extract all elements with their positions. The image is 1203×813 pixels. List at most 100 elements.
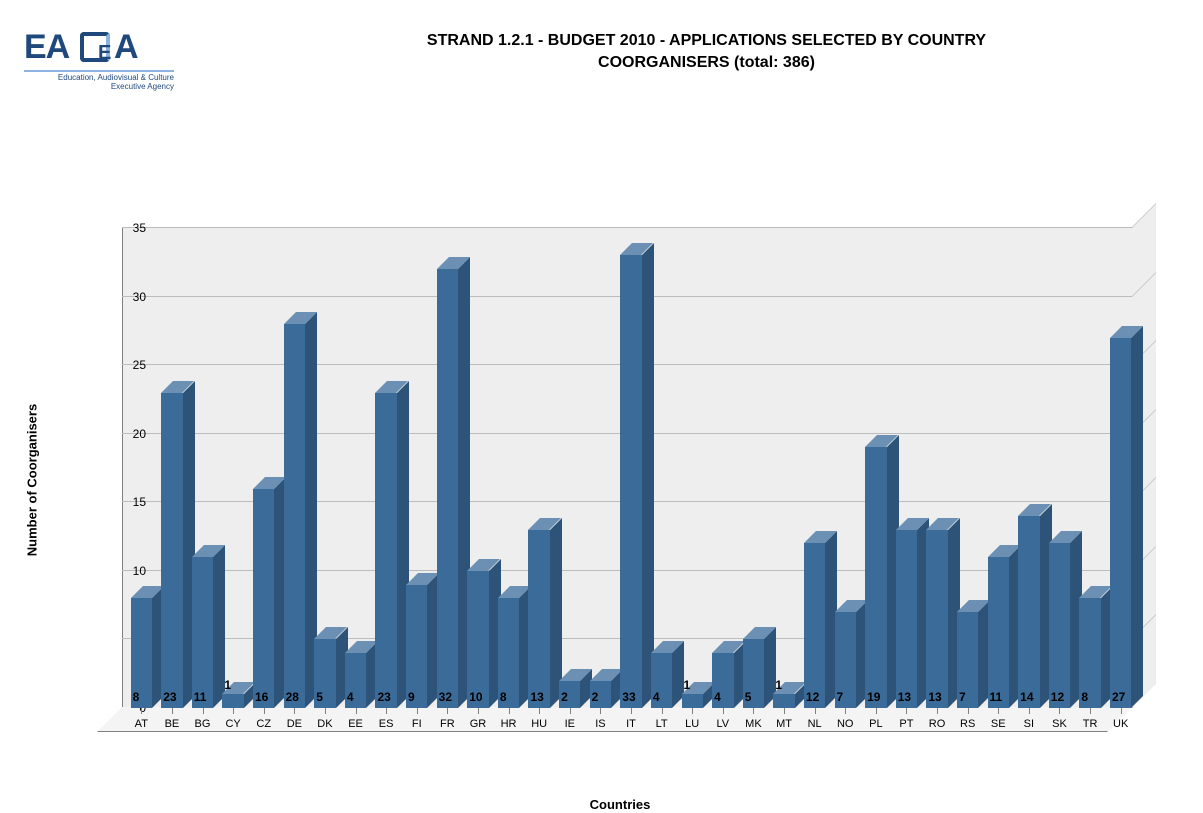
- bar-value-label: 16: [255, 690, 268, 704]
- bar-value-label: 1: [775, 678, 782, 692]
- x-tick-label: UK: [1113, 718, 1128, 730]
- x-tick-label: AT: [135, 718, 148, 730]
- bar-sk: 12: [1049, 543, 1070, 708]
- bar-front: [896, 530, 917, 708]
- bar-value-label: 28: [286, 690, 299, 704]
- x-tick-mark: [845, 708, 846, 714]
- bar-front: [773, 694, 794, 708]
- bar-si: 14: [1018, 516, 1039, 708]
- x-tick-label: DE: [287, 718, 302, 730]
- bar-be: 23: [161, 393, 182, 708]
- bar-side: [642, 243, 654, 708]
- x-tick-mark: [356, 708, 357, 714]
- x-tick-label: PT: [899, 718, 913, 730]
- bar-front: [528, 530, 549, 708]
- bar-value-label: 8: [1081, 690, 1088, 704]
- x-tick-mark: [539, 708, 540, 714]
- bar-front: [620, 255, 641, 708]
- chart-title: STRAND 1.2.1 - BUDGET 2010 - APPLICATION…: [270, 30, 1143, 75]
- logo-subtitle-line2: Executive Agency: [24, 83, 174, 92]
- bar-hu: 13: [528, 530, 549, 708]
- bar-value-label: 8: [500, 690, 507, 704]
- bar-tr: 8: [1079, 598, 1100, 708]
- x-tick-label: CZ: [256, 718, 271, 730]
- x-tick-mark: [600, 708, 601, 714]
- bar-mt: 1: [773, 694, 794, 708]
- x-tick-label: RO: [929, 718, 946, 730]
- bar-front: [284, 324, 305, 708]
- x-tick-label: FR: [440, 718, 455, 730]
- bar-value-label: 27: [1112, 690, 1125, 704]
- x-tick-label: BE: [165, 718, 180, 730]
- x-tick-mark: [1059, 708, 1060, 714]
- bar-front: [804, 543, 825, 708]
- bar-value-label: 4: [714, 690, 721, 704]
- logo-text-ea: EA: [24, 28, 69, 67]
- bar-value-label: 7: [959, 690, 966, 704]
- x-axis-label: Countries: [590, 797, 651, 812]
- bar-fi: 9: [406, 585, 427, 708]
- x-tick-label: IE: [565, 718, 575, 730]
- x-tick-mark: [447, 708, 448, 714]
- bar-value-label: 1: [684, 678, 691, 692]
- bar-value-label: 11: [990, 690, 1003, 704]
- bar-front: [437, 269, 458, 708]
- bar-value-label: 2: [592, 690, 599, 704]
- x-tick-label: IS: [595, 718, 605, 730]
- bar-front: [161, 393, 182, 708]
- bar-uk: 27: [1110, 338, 1131, 708]
- x-tick-label: ES: [379, 718, 394, 730]
- x-tick-label: LT: [656, 718, 668, 730]
- bar-value-label: 23: [163, 690, 176, 704]
- bar-value-label: 4: [347, 690, 354, 704]
- logo-text-a: A: [114, 28, 138, 67]
- x-tick-mark: [264, 708, 265, 714]
- bar-lt: 4: [651, 653, 672, 708]
- x-tick-label: BG: [195, 718, 211, 730]
- bar-value-label: 2: [561, 690, 568, 704]
- bar-is: 2: [590, 681, 611, 708]
- bar-no: 7: [835, 612, 856, 708]
- bar-value-label: 12: [806, 690, 819, 704]
- bar-value-label: 13: [898, 690, 911, 704]
- bar-hr: 8: [498, 598, 519, 708]
- logo-divider: [24, 70, 174, 72]
- bar-ie: 2: [559, 681, 580, 708]
- bar-front: [1049, 543, 1070, 708]
- x-tick-label: PL: [869, 718, 882, 730]
- x-tick-label: IT: [626, 718, 636, 730]
- bar-value-label: 14: [1020, 690, 1033, 704]
- x-tick-label: TR: [1083, 718, 1098, 730]
- x-tick-mark: [1090, 708, 1091, 714]
- x-tick-mark: [386, 708, 387, 714]
- bar-value-label: 11: [194, 690, 207, 704]
- x-tick-mark: [876, 708, 877, 714]
- x-tick-mark: [1029, 708, 1030, 714]
- x-tick-label: NO: [837, 718, 854, 730]
- x-tick-mark: [753, 708, 754, 714]
- bar-at: 8: [131, 598, 152, 708]
- x-tick-label: MK: [745, 718, 762, 730]
- bar-se: 11: [988, 557, 1009, 708]
- bar-lu: 1: [682, 694, 703, 708]
- logo-text-e: E: [98, 42, 110, 65]
- chart-title-line2: COORGANISERS (total: 386): [270, 52, 1143, 74]
- bar-lv: 4: [712, 653, 733, 708]
- x-tick-mark: [631, 708, 632, 714]
- bar-front: [192, 557, 213, 708]
- bar-cy: 1: [222, 694, 243, 708]
- bar-front: [253, 489, 274, 708]
- x-tick-mark: [325, 708, 326, 714]
- bar-value-label: 4: [653, 690, 660, 704]
- x-tick-label: EE: [348, 718, 363, 730]
- bar-value-label: 1: [224, 678, 231, 692]
- bar-it: 33: [620, 255, 641, 708]
- chart-area: Number of Coorganisers 05101520253035 82…: [60, 200, 1180, 760]
- bar-value-label: 10: [469, 690, 482, 704]
- bar-front: [1110, 338, 1131, 708]
- x-tick-label: NL: [808, 718, 822, 730]
- bar-pl: 19: [865, 447, 886, 708]
- bar-value-label: 13: [928, 690, 941, 704]
- bar-mk: 5: [743, 639, 764, 708]
- bars-container: 8231111628542393210813223341451127191313…: [122, 228, 1132, 708]
